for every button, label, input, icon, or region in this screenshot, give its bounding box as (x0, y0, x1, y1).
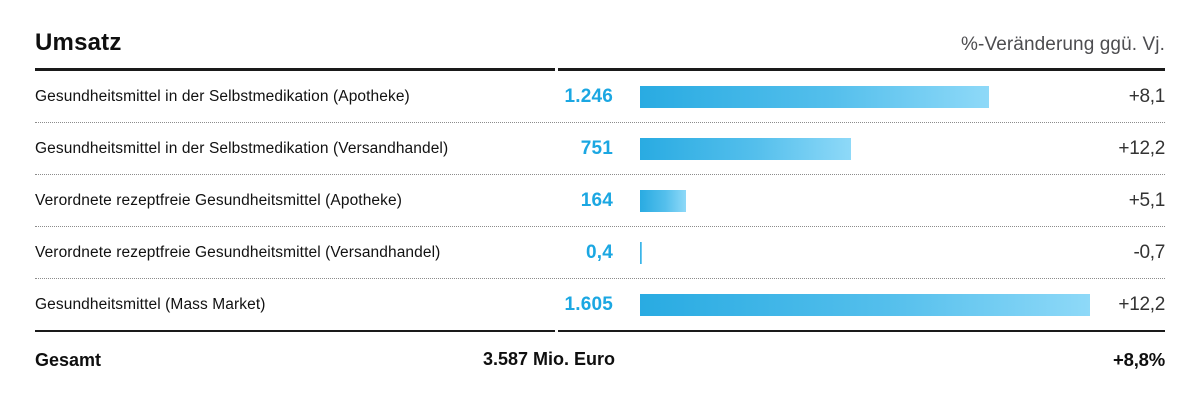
chart-header: Umsatz %-Veränderung ggü. Vj. (35, 0, 1165, 55)
row-value: 1.605 (564, 293, 613, 315)
top-rule (35, 68, 1165, 71)
table-row: Gesundheitsmittel in der Selbstmedikatio… (35, 71, 1165, 122)
row-value: 0,4 (585, 241, 613, 263)
dotted-separator (35, 226, 1165, 227)
bar-cell (640, 137, 1090, 160)
value-bar (640, 85, 989, 108)
dotted-separator (35, 174, 1165, 175)
dotted-separator (35, 122, 1165, 123)
bar-cell (640, 85, 1090, 108)
table-row: Gesundheitsmittel in der Selbstmedikatio… (35, 123, 1165, 174)
page-title: Umsatz (35, 29, 122, 56)
dotted-separator (35, 278, 1165, 279)
row-change-pct: +12,2 (1118, 137, 1165, 159)
bar-cell (640, 293, 1090, 316)
total-row: Gesamt 3.587 Mio. Euro +8,8% (35, 332, 1165, 371)
change-column-header: %-Veränderung ggü. Vj. (961, 34, 1165, 55)
table-row: Gesundheitsmittel (Mass Market) 1.605 +1… (35, 279, 1165, 330)
row-category-label: Verordnete rezeptfreie Gesundheitsmittel… (35, 243, 441, 261)
row-category-label: Gesundheitsmittel in der Selbstmedikatio… (35, 139, 449, 157)
row-change-pct: +8,1 (1128, 85, 1166, 107)
value-bar (640, 189, 686, 212)
row-category-label: Verordnete rezeptfreie Gesundheitsmittel… (35, 191, 402, 209)
bottom-rule (35, 330, 1165, 332)
value-bar (640, 137, 851, 160)
row-value: 1.246 (564, 85, 613, 107)
value-bar (640, 293, 1090, 316)
row-value: 164 (580, 189, 613, 211)
total-label: Gesamt (35, 350, 102, 370)
chart-rows: Gesundheitsmittel in der Selbstmedikatio… (35, 71, 1165, 330)
row-change-pct: -0,7 (1133, 241, 1165, 263)
table-row: Verordnete rezeptfreie Gesundheitsmittel… (35, 175, 1165, 226)
row-category-label: Gesundheitsmittel in der Selbstmedikatio… (35, 87, 410, 105)
row-category-label: Gesundheitsmittel (Mass Market) (35, 295, 266, 313)
total-value: 3.587 Mio. Euro (483, 349, 616, 369)
row-change-pct: +5,1 (1128, 189, 1166, 211)
total-change: +8,8% (1113, 349, 1165, 370)
bar-cell (640, 189, 1090, 212)
value-bar (640, 241, 642, 264)
table-row: Verordnete rezeptfreie Gesundheitsmittel… (35, 227, 1165, 278)
bar-cell (640, 241, 1090, 264)
row-change-pct: +12,2 (1118, 293, 1165, 315)
row-value: 751 (580, 137, 613, 159)
